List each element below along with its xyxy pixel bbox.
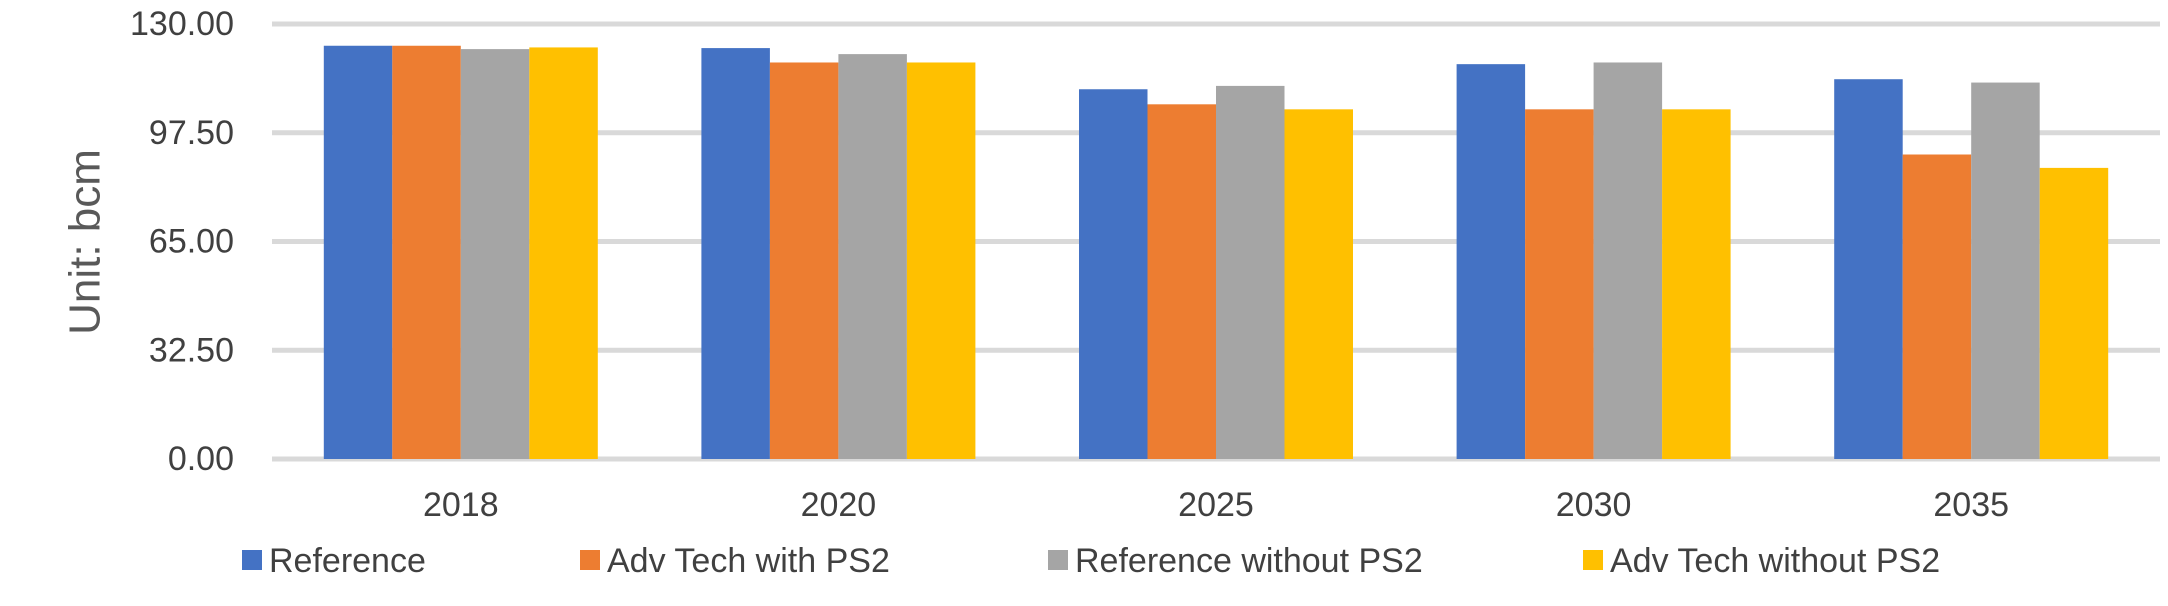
bar-reference-without-ps2-2035 — [1971, 82, 2040, 460]
x-tick-label: 2035 — [1933, 486, 2009, 524]
bar-adv-tech-with-ps2-2020 — [769, 62, 839, 459]
bar-adv-tech-without-ps2-2035 — [2039, 167, 2109, 459]
legend-item: Reference without PS2 — [1048, 542, 1423, 580]
y-tick-label: 97.50 — [149, 114, 234, 152]
legend-label: Reference without PS2 — [1075, 542, 1423, 580]
y-axis-ticks: 0.00 32.50 65.00 97.50 130.00 — [130, 5, 234, 478]
bar-adv-tech-with-ps2-2025 — [1147, 104, 1216, 460]
legend-item: Reference — [242, 542, 426, 580]
bar-adv-tech-without-ps2-2020 — [906, 62, 976, 459]
legend: Reference Adv Tech with PS2 Reference with… — [242, 542, 1940, 580]
legend-item: Adv Tech without PS2 — [1583, 542, 1940, 580]
legend-swatch — [242, 550, 262, 570]
legend-label: Adv Tech with PS2 — [607, 542, 890, 580]
x-tick-label: 2025 — [1178, 486, 1254, 524]
legend-swatch — [1583, 550, 1603, 570]
bar-reference-2020 — [701, 48, 770, 459]
y-axis-title: Unit: bcm — [61, 149, 110, 335]
x-axis-ticks: 2018 2020 2025 2030 2035 — [423, 486, 2009, 524]
bar-adv-tech-with-ps2-2018 — [392, 45, 461, 459]
bars — [323, 45, 2109, 460]
bar-reference-without-ps2-2020 — [838, 54, 907, 459]
legend-swatch — [1048, 550, 1068, 570]
bar-reference-2025 — [1079, 89, 1148, 459]
bar-reference-2035 — [1834, 79, 1903, 459]
bar-reference-2018 — [323, 45, 393, 459]
bar-adv-tech-without-ps2-2025 — [1284, 109, 1353, 460]
bar-reference-2030 — [1456, 64, 1526, 460]
bar-reference-without-ps2-2025 — [1216, 85, 1285, 460]
x-tick-label: 2018 — [423, 486, 499, 524]
legend-swatch — [580, 550, 600, 570]
bar-adv-tech-without-ps2-2030 — [1662, 109, 1731, 460]
bar-adv-tech-with-ps2-2030 — [1525, 109, 1594, 460]
bar-reference-without-ps2-2030 — [1593, 62, 1663, 459]
bar-reference-without-ps2-2018 — [460, 49, 530, 459]
legend-item: Adv Tech with PS2 — [580, 542, 890, 580]
y-tick-label: 65.00 — [149, 223, 234, 261]
x-tick-label: 2030 — [1556, 486, 1632, 524]
y-tick-label: 32.50 — [149, 331, 234, 369]
y-tick-label: 0.00 — [168, 440, 234, 478]
legend-label: Adv Tech without PS2 — [1610, 542, 1940, 580]
x-tick-label: 2020 — [801, 486, 877, 524]
bar-adv-tech-without-ps2-2018 — [529, 47, 598, 460]
y-tick-label: 130.00 — [130, 5, 234, 43]
bar-adv-tech-with-ps2-2035 — [1902, 154, 1972, 459]
legend-label: Reference — [269, 542, 426, 580]
